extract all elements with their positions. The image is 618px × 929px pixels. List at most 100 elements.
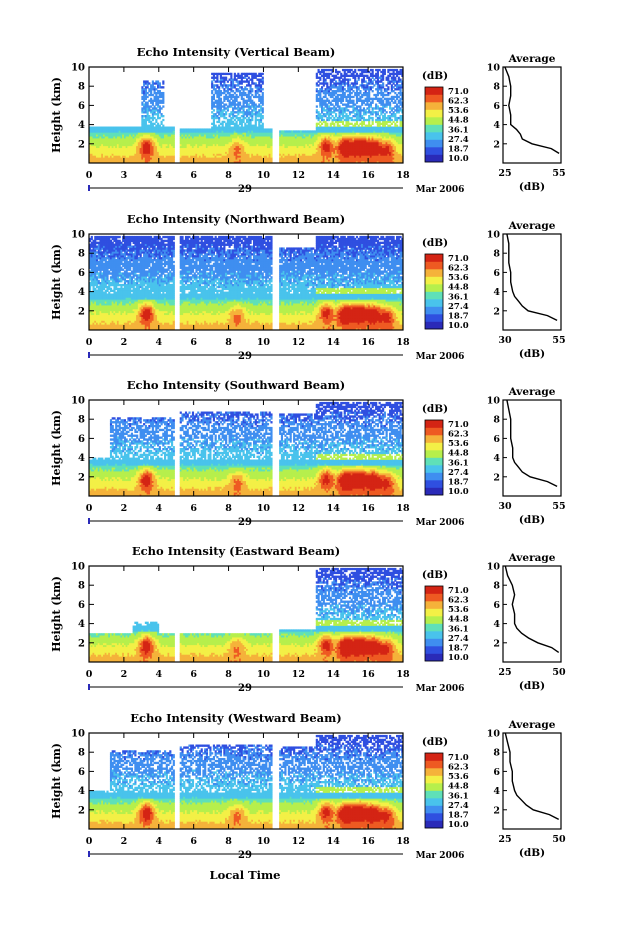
x-tick-label: 2 [121, 337, 128, 348]
x-tick-label: 6 [190, 669, 197, 680]
colorbar-tick-label: 27.4 [448, 135, 469, 145]
colorbar-unit: (dB) [422, 70, 448, 82]
colorbar-segment [425, 821, 443, 829]
colorbar-segment [425, 624, 443, 632]
colorbar-unit: (dB) [422, 237, 448, 249]
colorbar-tick-label: 10.0 [448, 653, 469, 663]
average-xlabel: (dB) [519, 348, 545, 360]
x-tick-label: 0 [86, 170, 93, 181]
avg-y-tick-label: 8 [493, 249, 500, 260]
avg-y-tick-label: 10 [487, 729, 501, 740]
average-frame [503, 234, 561, 330]
colorbar-segment [425, 594, 443, 602]
y-tick-label: 4 [78, 453, 85, 464]
colorbar-segment [425, 601, 443, 609]
average-xlabel: (dB) [519, 181, 545, 193]
average-xlabel: (dB) [519, 514, 545, 526]
colorbar-segment [425, 87, 443, 95]
x-tick-label: 16 [361, 337, 375, 348]
y-tick-label: 4 [78, 786, 85, 797]
panel-title: Echo Intensity (Vertical Beam) [137, 45, 336, 59]
colorbar-segment [425, 616, 443, 624]
average-line [507, 400, 557, 486]
colorbar-tick-label: 27.4 [448, 302, 469, 312]
avg-y-tick-label: 10 [487, 396, 501, 407]
average-frame [503, 400, 561, 496]
y-tick-label: 6 [78, 101, 85, 112]
colorbar-segment [425, 299, 443, 307]
colorbar-tick-label: 18.7 [448, 477, 469, 487]
colorbar-segment [425, 147, 443, 155]
heatmap-cells [89, 402, 403, 496]
x-tick-label: 6 [190, 337, 197, 348]
average-line [505, 67, 559, 153]
colorbar-tick-label: 44.8 [448, 283, 469, 293]
x-tick-label: 3 [121, 170, 128, 181]
x-tick-label: 2 [121, 669, 128, 680]
y-tick-label: 4 [78, 619, 85, 630]
y-tick-label: 10 [71, 230, 85, 241]
x-tick-label: 8 [225, 170, 232, 181]
y-axis-label: Height (km) [50, 410, 63, 486]
avg-y-tick-label: 10 [487, 63, 501, 74]
colorbar-segment [425, 791, 443, 799]
y-tick-label: 8 [78, 415, 85, 426]
colorbar-tick-label: 71.0 [448, 586, 469, 596]
y-tick-label: 8 [78, 748, 85, 759]
avg-y-tick-label: 2 [493, 472, 500, 483]
avg-y-tick-label: 10 [487, 562, 501, 573]
x-tick-label: 4 [155, 337, 162, 348]
colorbar-tick-label: 18.7 [448, 311, 469, 321]
y-tick-label: 6 [78, 268, 85, 279]
avg-y-tick-label: 6 [493, 600, 500, 611]
date-label: Mar 2006 [416, 185, 465, 195]
average-title: Average [508, 386, 556, 398]
colorbar-segment [425, 132, 443, 140]
average-line [505, 566, 558, 652]
colorbar-segment [425, 753, 443, 761]
colorbar-tick-label: 27.4 [448, 634, 469, 644]
y-tick-label: 8 [78, 581, 85, 592]
x-tick-label: 14 [327, 337, 341, 348]
y-tick-label: 4 [78, 287, 85, 298]
day-label: 29 [238, 351, 252, 362]
panel-title: Echo Intensity (Eastward Beam) [132, 544, 340, 558]
avg-y-tick-label: 8 [493, 415, 500, 426]
x-tick-label: 6 [190, 170, 197, 181]
y-tick-label: 2 [78, 638, 85, 649]
date-label: Mar 2006 [416, 851, 465, 861]
echo-intensity-figure: Echo Intensity (Vertical Beam) 2 4 6 8 10 Heig… [0, 0, 618, 929]
x-tick-label: 16 [361, 669, 375, 680]
panel-1: Echo Intensity (Vertical Beam)246810Heig… [50, 45, 566, 195]
y-tick-label: 6 [78, 767, 85, 778]
colorbar-segment [425, 488, 443, 496]
colorbar-segment [425, 254, 443, 262]
avg-x-tick-label: 55 [552, 501, 565, 512]
colorbar-segment [425, 646, 443, 654]
y-axis-label: Height (km) [50, 244, 63, 320]
colorbar-unit: (dB) [422, 569, 448, 581]
date-label: Mar 2006 [416, 518, 465, 528]
y-tick-label: 10 [71, 729, 85, 740]
x-tick-label: 4 [155, 836, 162, 847]
y-tick-label: 6 [78, 434, 85, 445]
x-tick-label: 18 [396, 337, 410, 348]
average-xlabel: (dB) [519, 680, 545, 692]
average-line [507, 234, 557, 320]
colorbar: 71.062.353.644.836.127.418.710.0 [425, 87, 469, 164]
x-tick-label: 16 [361, 170, 375, 181]
x-tick-label: 0 [86, 503, 93, 514]
avg-y-tick-label: 2 [493, 638, 500, 649]
colorbar-segment [425, 155, 443, 163]
x-tick-label: 2 [121, 836, 128, 847]
y-axis-label: Height (km) [50, 576, 63, 652]
average-title: Average [508, 719, 556, 731]
colorbar-unit: (dB) [422, 403, 448, 415]
x-tick-label: 16 [361, 503, 375, 514]
colorbar-tick-label: 71.0 [448, 753, 469, 763]
x-tick-label: 14 [327, 669, 341, 680]
colorbar-segment [425, 443, 443, 451]
colorbar-tick-label: 36.1 [448, 458, 469, 468]
avg-x-tick-label: 25 [498, 667, 511, 678]
colorbar-segment [425, 783, 443, 791]
